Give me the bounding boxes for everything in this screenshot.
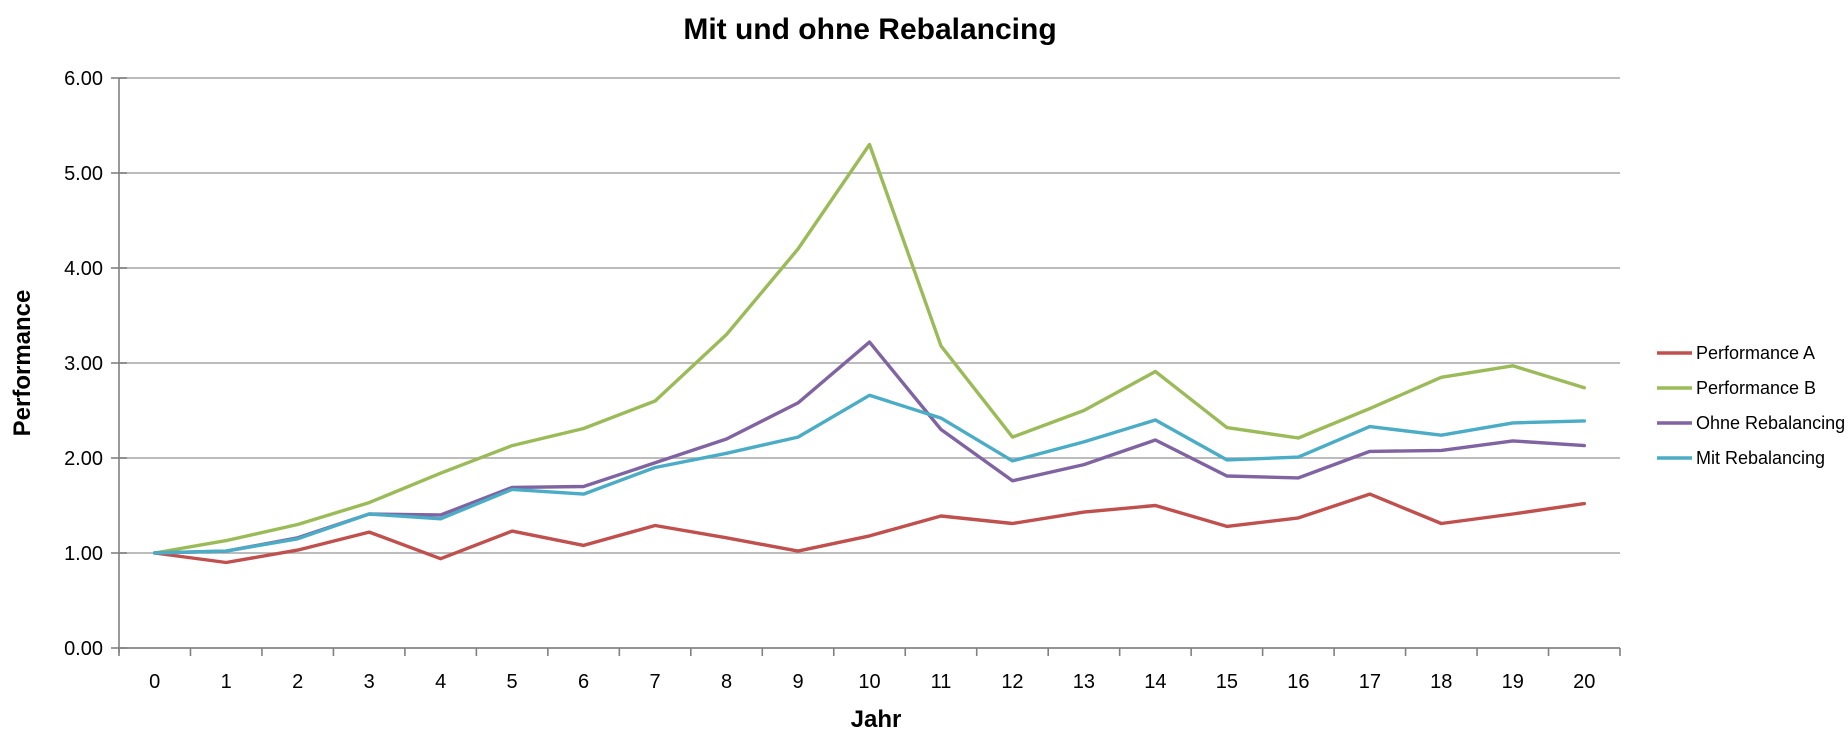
x-tick-label: 9 <box>792 671 803 693</box>
x-tick-label: 20 <box>1573 671 1595 693</box>
x-tick-label: 1 <box>221 671 232 693</box>
y-axis-title: Performance <box>9 290 36 437</box>
legend-item: Mit Rebalancing <box>1657 448 1825 468</box>
x-tick-label: 4 <box>435 671 446 693</box>
x-tick-label: 11 <box>931 671 952 693</box>
x-tick-label: 17 <box>1359 671 1381 693</box>
x-tick-label: 19 <box>1502 671 1524 693</box>
series-line-ohne-rebalancing <box>152 340 1587 555</box>
y-tick-label: 3.00 <box>64 353 103 375</box>
x-tick-label: 3 <box>364 671 375 693</box>
x-tick-label: 13 <box>1073 671 1095 693</box>
legend-item: Ohne Rebalancing <box>1657 413 1845 433</box>
data-series-lines <box>152 142 1587 565</box>
y-tick-label: 1.00 <box>64 543 103 565</box>
legend-label: Performance B <box>1696 378 1816 398</box>
x-tick-label: 14 <box>1144 671 1166 693</box>
x-tick-label: 18 <box>1430 671 1452 693</box>
x-axis-tick-labels: 0 1 2 3 4 5 6 7 8 9 10 11 12 13 14 15 16 17 18 19 20 <box>149 671 1595 693</box>
legend-item: Performance B <box>1657 378 1816 398</box>
x-tick-label: 2 <box>292 671 303 693</box>
legend-label: Performance A <box>1696 343 1815 363</box>
x-tick-label: 15 <box>1216 671 1238 693</box>
x-tick-label: 0 <box>149 671 160 693</box>
legend: Performance A Performance B Ohne Rebalanci… <box>1657 343 1845 468</box>
x-tick-label: 5 <box>507 671 518 693</box>
y-tick-label: 0.00 <box>64 638 103 660</box>
series-line-performance-b <box>152 142 1587 555</box>
y-tick-label: 5.00 <box>64 163 103 185</box>
y-tick-label: 4.00 <box>64 258 103 280</box>
x-tick-label: 8 <box>721 671 732 693</box>
y-axis-tick-labels: 0.00 1.00 2.00 3.00 4.00 5.00 6.00 <box>64 68 103 660</box>
series-line-mit-rebalancing <box>152 393 1587 555</box>
x-axis-title: Jahr <box>851 706 902 733</box>
y-tick-label: 6.00 <box>64 68 103 90</box>
legend-label: Ohne Rebalancing <box>1696 413 1845 433</box>
legend-label: Mit Rebalancing <box>1696 448 1825 468</box>
x-tick-label: 16 <box>1287 671 1309 693</box>
gridlines <box>119 77 1620 649</box>
legend-item: Performance A <box>1657 343 1815 363</box>
x-tick-label: 10 <box>858 671 880 693</box>
axes <box>111 77 1621 656</box>
y-tick-label: 2.00 <box>64 448 103 470</box>
x-tick-label: 12 <box>1001 671 1023 693</box>
chart-title: Mit und ohne Rebalancing <box>683 13 1056 46</box>
series-line-performance-a <box>152 492 1587 565</box>
x-tick-label: 6 <box>578 671 589 693</box>
x-tick-label: 7 <box>650 671 661 693</box>
